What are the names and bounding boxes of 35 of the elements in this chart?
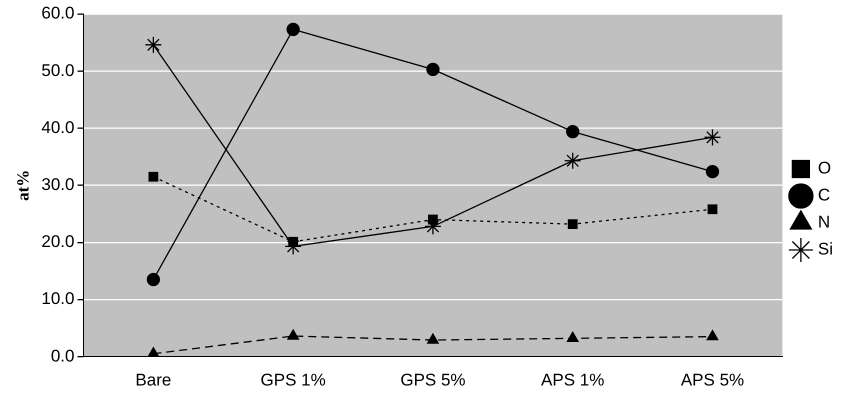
y-tick-label: 20.0 bbox=[41, 232, 74, 252]
x-tick-label: GPS 5% bbox=[400, 370, 466, 390]
point bbox=[706, 330, 718, 340]
x-tick-label: APS 5% bbox=[680, 370, 744, 390]
legend-label: Si bbox=[818, 240, 834, 259]
point bbox=[286, 22, 300, 36]
y-tick-label: 30.0 bbox=[41, 174, 74, 194]
legend-label: C bbox=[818, 186, 830, 205]
y-tick-label: 0.0 bbox=[50, 346, 74, 366]
y-tick-label: 60.0 bbox=[41, 4, 74, 23]
point bbox=[428, 214, 438, 224]
y-tick-label: 50.0 bbox=[41, 60, 74, 80]
point bbox=[564, 152, 582, 170]
point bbox=[148, 347, 160, 357]
y-tick-label: 10.0 bbox=[41, 289, 74, 308]
point bbox=[426, 62, 440, 76]
point bbox=[287, 329, 300, 340]
point bbox=[704, 128, 722, 146]
point bbox=[144, 36, 162, 54]
point bbox=[146, 272, 160, 286]
point bbox=[288, 236, 298, 247]
point bbox=[706, 164, 720, 178]
point bbox=[148, 172, 158, 182]
x-tick-label: Bare bbox=[135, 370, 172, 390]
legend-label: N bbox=[818, 212, 830, 232]
point bbox=[566, 124, 580, 138]
point bbox=[568, 219, 578, 230]
x-tick-label: APS 1% bbox=[541, 370, 604, 390]
x-tick-label: GPS 1% bbox=[260, 370, 326, 390]
y-axis-title: at% bbox=[14, 170, 33, 201]
point bbox=[566, 332, 579, 342]
y-tick-label: 40.0 bbox=[41, 118, 74, 137]
legend-label: O bbox=[818, 158, 832, 178]
point bbox=[708, 204, 718, 214]
point bbox=[427, 333, 439, 344]
